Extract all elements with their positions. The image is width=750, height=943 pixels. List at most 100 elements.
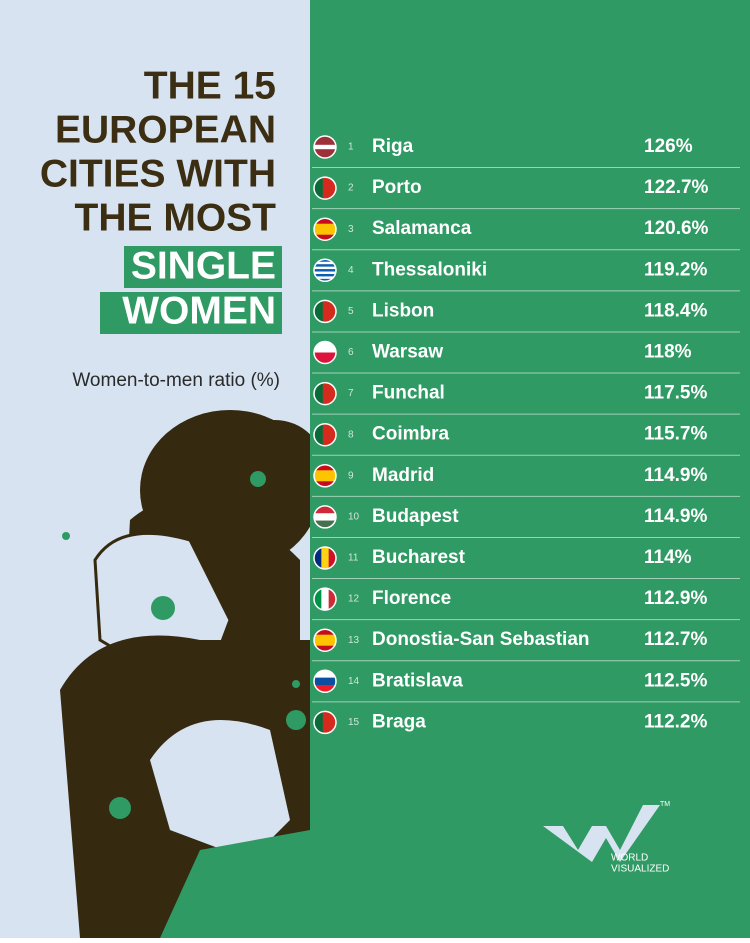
row: 10 Budapest 114.9%	[312, 495, 740, 529]
row: 3 Salamanca 120.6%	[312, 208, 740, 241]
ratio: 115.7%	[644, 424, 707, 445]
ratio: 120.6%	[644, 218, 709, 239]
flag-stripe	[314, 229, 336, 235]
rank: 14	[348, 676, 360, 687]
ratio: 122.7%	[644, 177, 709, 198]
flag-stripe	[314, 470, 336, 477]
city: Florence	[372, 588, 451, 609]
logo-text: VISUALIZED	[611, 864, 669, 875]
city: Riga	[372, 136, 414, 157]
city: Bratislava	[372, 670, 463, 691]
flag-stripe	[331, 711, 336, 734]
rank: 2	[348, 183, 354, 194]
rank: 3	[348, 224, 354, 235]
flag-stripe	[331, 382, 336, 405]
flag-stripe	[314, 711, 319, 734]
ratio: 114%	[644, 547, 692, 568]
flag-stripe	[314, 634, 336, 641]
flag-stripe	[321, 547, 329, 569]
flag-stripe	[318, 423, 324, 446]
ratio: 117.5%	[644, 383, 707, 404]
flag	[314, 464, 336, 487]
flag-stripe	[331, 423, 336, 446]
flag-stripe	[314, 223, 336, 230]
row: 11 Bucharest 114%	[312, 536, 740, 570]
flag	[314, 588, 336, 611]
ratio: 119.2%	[644, 259, 707, 280]
row: 8 Coimbra 115.7%	[312, 413, 740, 447]
flag-stripe	[314, 684, 336, 693]
flag-stripe	[314, 136, 336, 141]
flag-border	[313, 258, 337, 283]
flag-stripe	[314, 266, 336, 270]
title-line: THE MOST	[75, 196, 277, 239]
rank: 4	[348, 265, 354, 276]
ratio: 112.2%	[644, 711, 707, 732]
ratio: 112.7%	[644, 629, 707, 650]
row: 6 Warsaw 118%	[312, 331, 740, 365]
flag	[314, 629, 336, 652]
flag	[314, 177, 336, 200]
city: Budapest	[372, 506, 459, 527]
title-highlight: SINGLE	[131, 244, 276, 287]
flag-stripe	[314, 588, 322, 611]
subtitle: Women-to-men ratio (%)	[72, 370, 280, 391]
city: Porto	[372, 177, 422, 198]
ratio: 114.9%	[644, 465, 707, 486]
flag-stripe	[314, 645, 336, 652]
flag-stripe	[331, 177, 336, 200]
flag-border	[313, 381, 337, 406]
flag	[314, 547, 336, 569]
flag-stripe	[314, 464, 336, 471]
flag-border	[313, 505, 337, 529]
flag-stripe	[318, 382, 324, 405]
flag-stripe	[327, 300, 332, 323]
flag-border	[313, 135, 337, 159]
flag	[314, 300, 336, 323]
flag-stripe	[318, 177, 324, 200]
flag-stripe	[314, 264, 336, 267]
rank: 15	[348, 717, 360, 728]
flag-stripe	[314, 273, 336, 277]
row: 7 Funchal 117.5%	[312, 372, 740, 406]
flag	[314, 423, 336, 446]
flag-border	[313, 628, 337, 652]
flag	[314, 341, 336, 364]
flag-border	[313, 710, 337, 735]
flag-border	[313, 587, 337, 611]
flag-stripe	[314, 276, 336, 280]
ranking-list: 1 Riga 126% 2 Porto 122.7% 3 Salamanca 120.6% 4 Th…	[312, 135, 740, 735]
city: Funchal	[372, 383, 445, 404]
flag-border	[313, 422, 337, 447]
flag-stripe	[322, 177, 328, 200]
flag-stripe	[314, 640, 336, 646]
highlight-box	[124, 246, 282, 288]
flag-stripe	[314, 144, 336, 150]
city: Thessaloniki	[372, 259, 487, 280]
flag-stripe	[314, 140, 336, 146]
ratio: 126%	[644, 136, 693, 157]
flag-stripe	[322, 382, 328, 405]
city: Coimbra	[372, 424, 450, 445]
ratio: 118%	[644, 342, 692, 363]
flag-border	[313, 464, 337, 488]
rank: 7	[348, 388, 354, 399]
flag-stripe	[331, 300, 336, 323]
city: Lisbon	[372, 300, 434, 321]
flag-stripe	[327, 382, 332, 405]
flag-stripe	[314, 261, 336, 265]
flag-stripe	[314, 234, 336, 241]
flag-stripe	[322, 300, 328, 323]
flag	[314, 670, 336, 693]
flag	[314, 136, 336, 158]
ratio: 112.5%	[644, 670, 707, 691]
city: Madrid	[372, 465, 434, 486]
row: 13 Donostia-San Sebastian 112.7%	[312, 619, 740, 652]
flag-stripe	[314, 278, 336, 282]
flag-stripe	[314, 153, 336, 158]
flag	[314, 218, 336, 241]
ratio: 118.4%	[644, 300, 707, 321]
row: 12 Florence 112.9%	[312, 578, 740, 611]
rank: 9	[348, 470, 354, 481]
flag-stripe	[318, 300, 324, 323]
